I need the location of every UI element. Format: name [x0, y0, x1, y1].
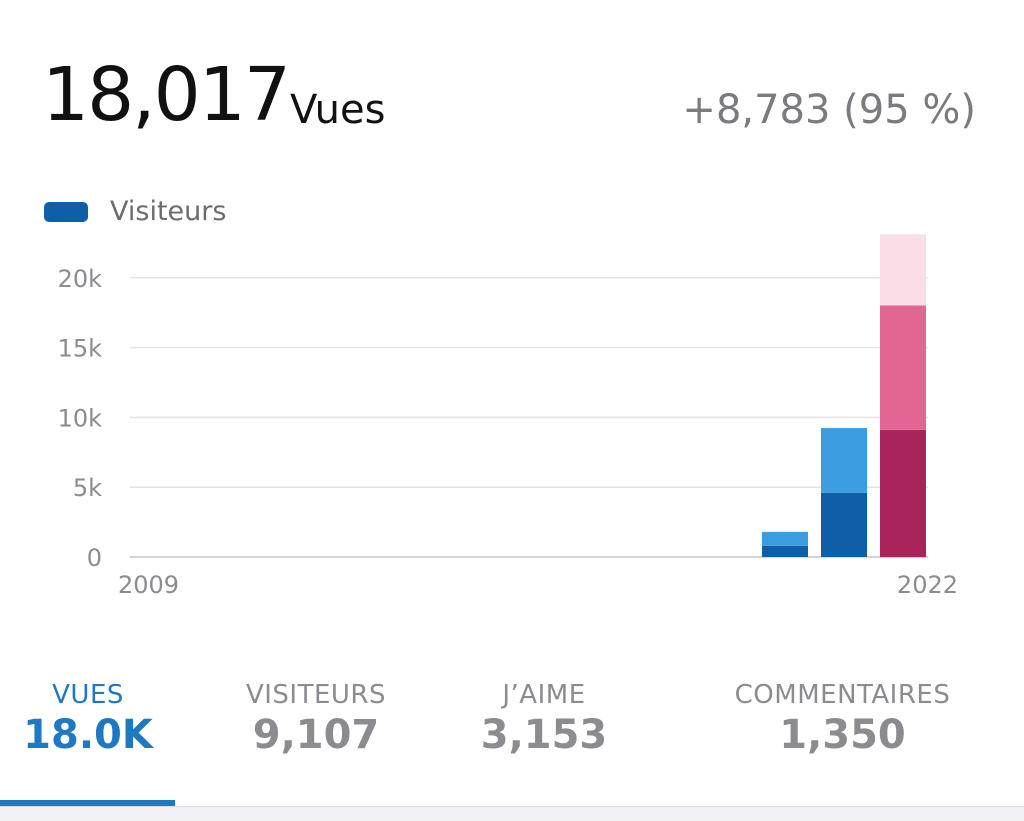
y-tick-label: 10k: [58, 404, 103, 432]
tab-likes-value: 3,153: [480, 712, 608, 759]
y-tick-label: 5k: [73, 474, 102, 502]
tab-visitors-value: 9,107: [252, 712, 380, 759]
x-tick-label: 2009: [118, 571, 179, 599]
bar-segment-2022-s1: [880, 305, 926, 430]
x-tick-label: 2022: [897, 571, 958, 599]
tab-likes[interactable]: J’AIME 3,153: [444, 680, 644, 759]
tab-views[interactable]: VUES 18.0K: [8, 680, 168, 759]
bar-segment-2021-s0: [821, 492, 867, 557]
y-tick-label: 0: [87, 544, 102, 572]
legend-swatch: [44, 201, 88, 222]
total-views: 18,017: [42, 52, 291, 138]
chart-legend: Visiteurs: [44, 196, 226, 227]
tab-comments-value: 1,350: [779, 712, 906, 759]
stats-tabs: VUES 18.0K VISITEURS 9,107 J’AIME 3,153 …: [0, 680, 1024, 821]
y-tick-label: 20k: [58, 265, 103, 293]
views-change: +8,783 (95 %): [682, 87, 976, 133]
legend-label: Visiteurs: [110, 196, 227, 227]
tab-views-label: VUES: [52, 680, 124, 710]
active-tab-indicator: [0, 800, 175, 806]
bar-segment-2020-s1: [762, 531, 808, 546]
y-tick-label: 15k: [58, 335, 103, 363]
bar-segment-2020-s0: [762, 545, 808, 557]
tab-views-value: 18.0K: [23, 712, 153, 759]
bar-segment-2021-s1: [821, 428, 867, 493]
views-bar-chart: 0 5k 10k 15k 20k 2009 2022: [58, 234, 958, 599]
tab-likes-label: J’AIME: [502, 680, 586, 710]
tab-visitors-label: VISITEURS: [245, 680, 387, 710]
total-views-unit: Vues: [290, 87, 386, 133]
tabs-divider: [0, 806, 1024, 821]
bar-segment-2022-s2: [880, 234, 926, 306]
tab-comments-label: COMMENTAIRES: [734, 680, 951, 710]
tab-visitors[interactable]: VISITEURS 9,107: [216, 680, 416, 759]
tab-comments[interactable]: COMMENTAIRES 1,350: [700, 680, 985, 759]
bar-segment-2022-s0: [880, 429, 926, 557]
